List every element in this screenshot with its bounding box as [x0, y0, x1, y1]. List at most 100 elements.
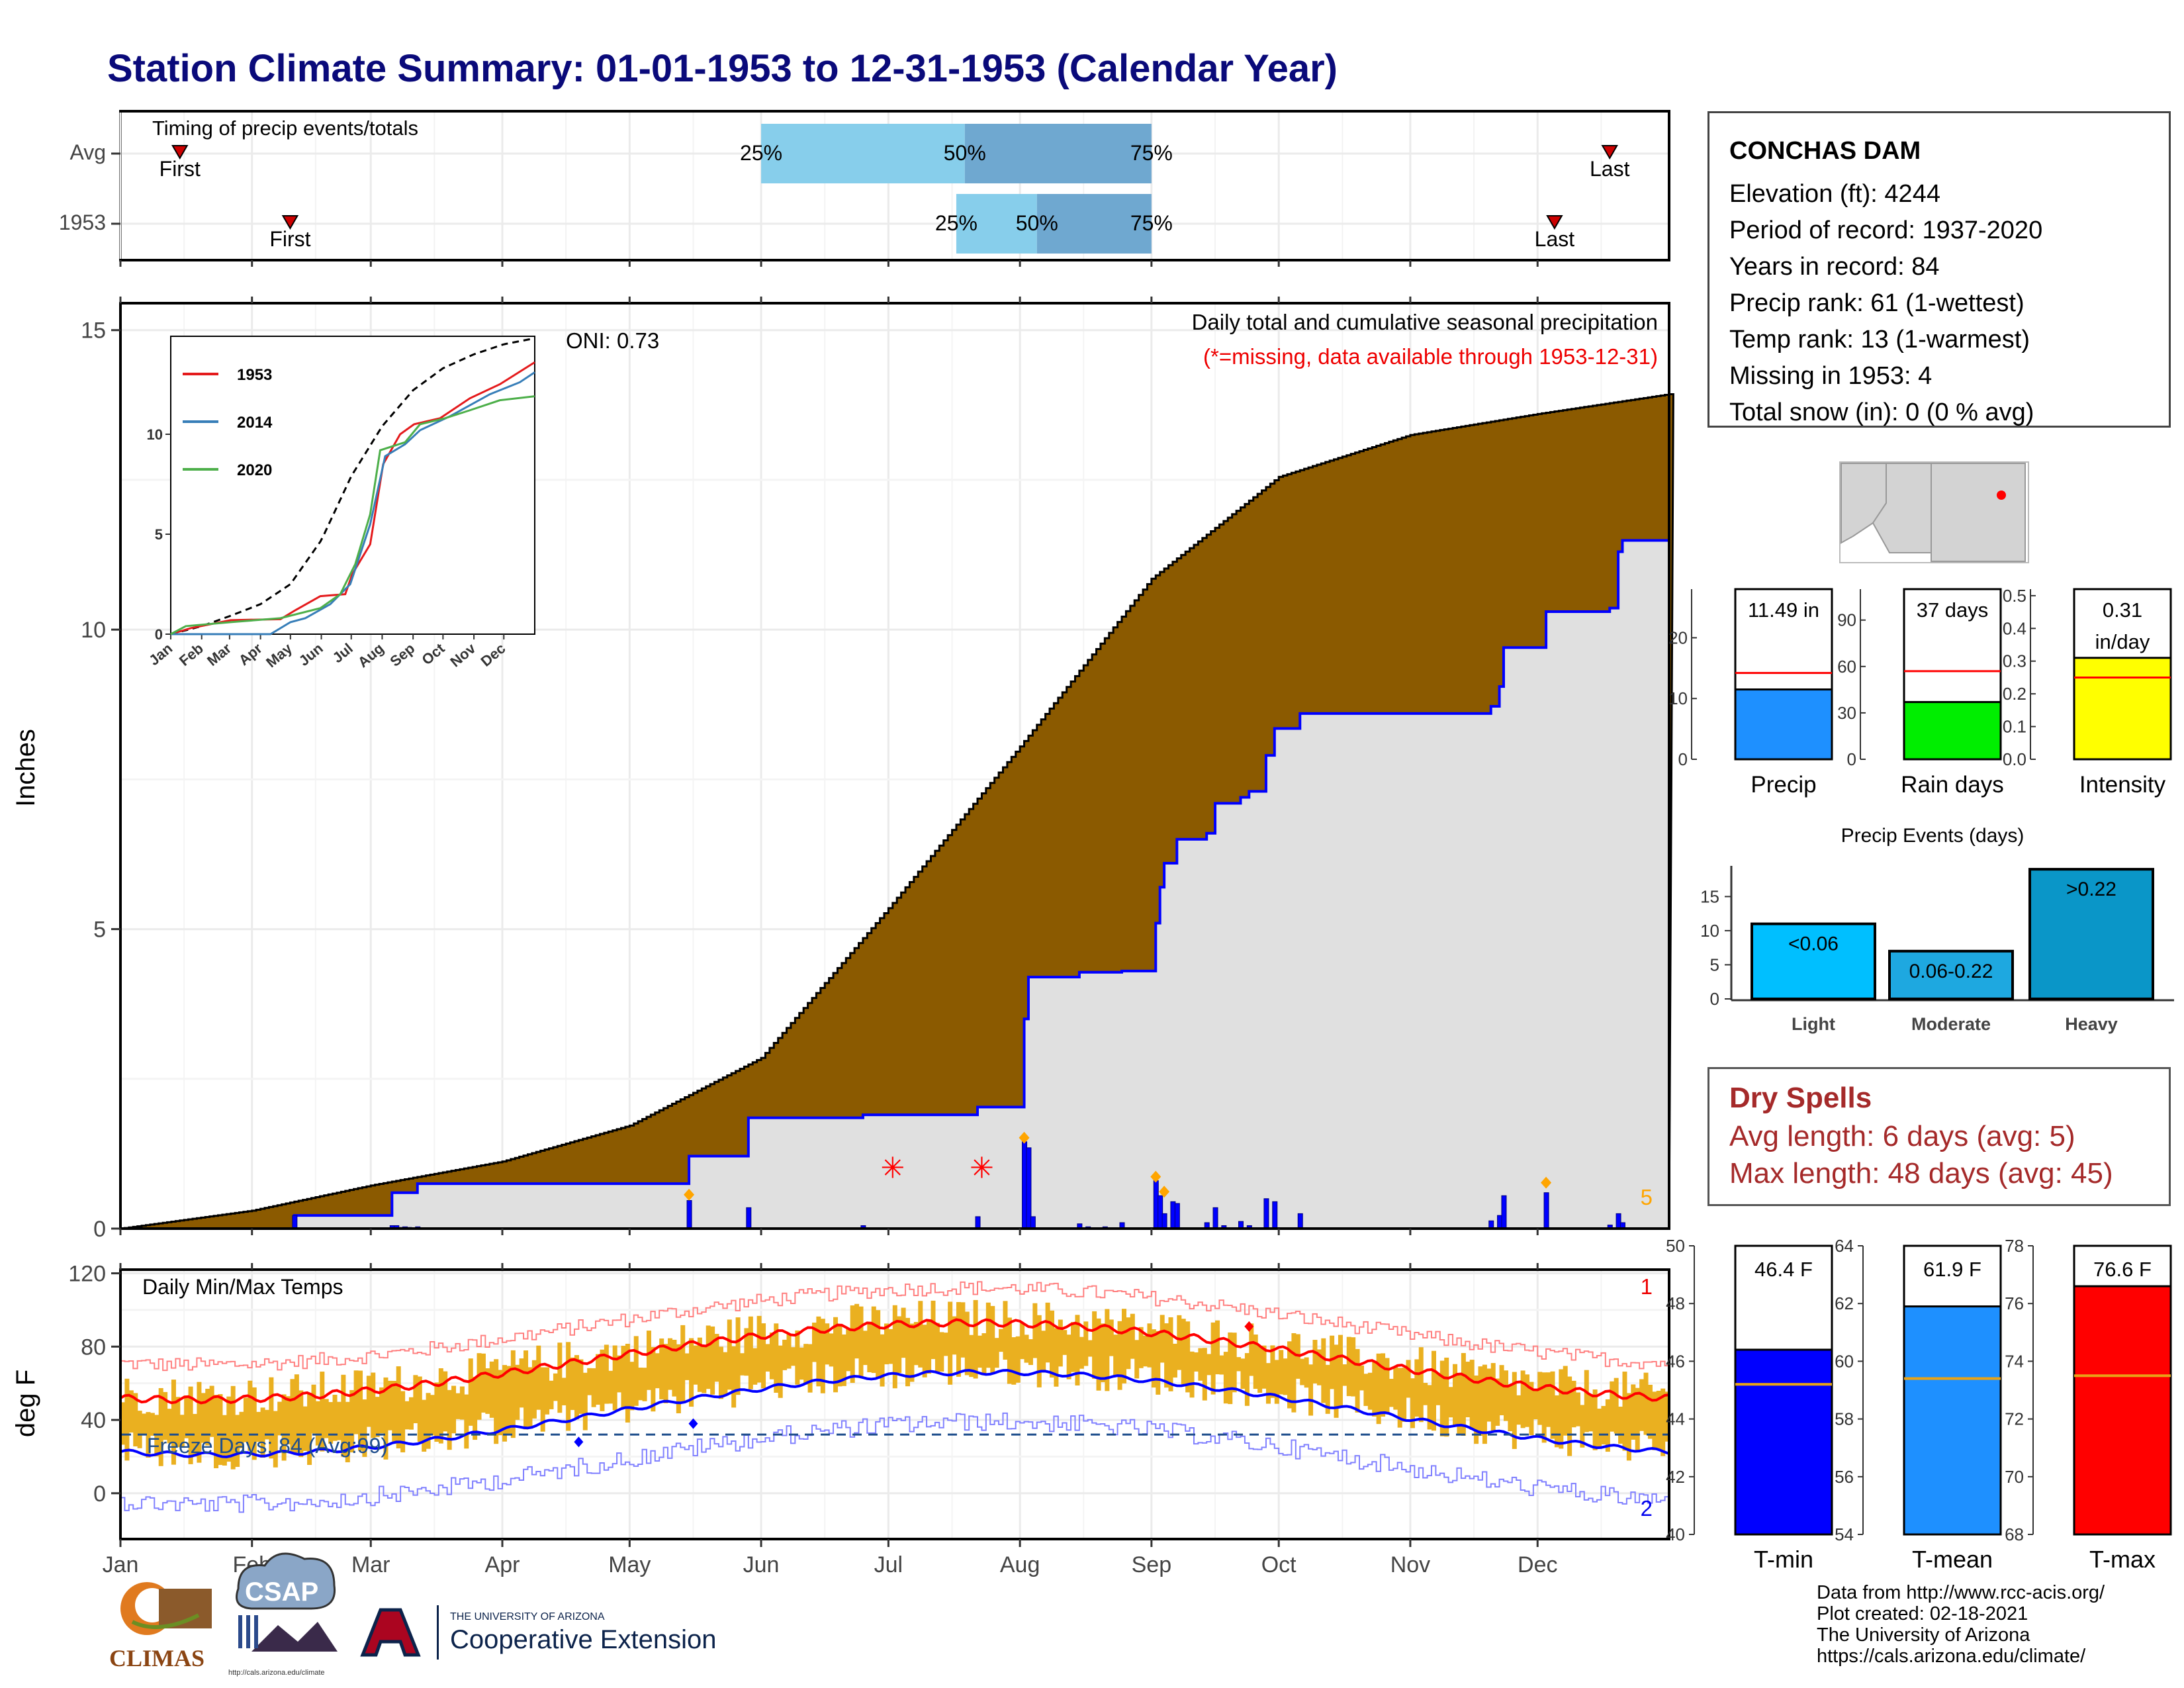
daily-temp-range-bar [383, 1377, 388, 1460]
daily-temp-range-bar [718, 1346, 723, 1399]
inset-series-line [170, 395, 535, 635]
daily-temp-range-bar [1503, 1370, 1508, 1421]
daily-temp-range-bar [336, 1401, 341, 1440]
inset-series-line [171, 371, 535, 635]
daily-temp-range-bar [731, 1346, 737, 1408]
daily-temp-range-bar [1054, 1328, 1059, 1387]
daily-temp-range-bar [443, 1371, 448, 1432]
daily-temp-range-bar [1525, 1374, 1530, 1427]
timing-bar-50-75 [964, 124, 1152, 183]
daily-temp-range-bar [948, 1301, 953, 1385]
daily-temp-range-bar [1423, 1383, 1428, 1405]
daily-temp-range-bar [684, 1353, 690, 1380]
daily-temp-range-bar [952, 1316, 957, 1355]
small-chart-value-label: 11.49 in [1748, 598, 1819, 622]
daily-temp-range-bar [1410, 1378, 1415, 1429]
daily-temp-range-bar [1177, 1315, 1182, 1370]
daily-temp-range-bar [672, 1339, 677, 1397]
daily-temp-range-bar [150, 1413, 155, 1436]
month-label: Nov [1390, 1552, 1430, 1577]
daily-temp-range-bar [1397, 1368, 1402, 1428]
daily-temp-range-bar [1567, 1376, 1572, 1456]
daily-temp-range-bar [1045, 1302, 1050, 1363]
temp-bar-ytick: 50 [1666, 1236, 1685, 1256]
daily-precip-bar [975, 1216, 981, 1229]
daily-temp-range-bar [820, 1319, 825, 1393]
daily-temp-range-bar [1050, 1310, 1055, 1378]
temp-ytick-label: 80 [81, 1335, 106, 1360]
daily-temp-range-bar [1232, 1333, 1237, 1393]
daily-temp-range-bar [1393, 1366, 1398, 1410]
daily-temp-range-bar [1614, 1378, 1619, 1434]
daily-temp-range-bar [1486, 1368, 1492, 1422]
daily-temp-range-bar [480, 1353, 486, 1413]
daily-temp-range-bar [1351, 1337, 1356, 1397]
daily-temp-range-bar [1461, 1352, 1466, 1436]
timing-event-marker [1601, 145, 1618, 160]
daily-temp-range-bar [1499, 1365, 1504, 1415]
month-label: Aug [1000, 1552, 1040, 1577]
daily-temp-range-bar [981, 1333, 987, 1376]
climas-text: CLIMAS [109, 1645, 205, 1671]
daily-temp-range-bar [693, 1345, 698, 1385]
daily-temp-range-bar [964, 1311, 970, 1376]
events-category-label: Heavy [2065, 1014, 2118, 1034]
temp-title: Daily Min/Max Temps [142, 1275, 343, 1299]
station-missing: Missing in 1953: 4 [1729, 362, 1933, 390]
timing-event-marker [1546, 215, 1563, 230]
daily-temp-range-bar [740, 1353, 745, 1376]
location-map [1839, 461, 2029, 563]
daily-temp-range-bar [934, 1323, 940, 1372]
daily-temp-range-bar [1559, 1369, 1564, 1449]
daily-temp-range-bar [927, 1320, 932, 1374]
month-label: Jan [103, 1552, 139, 1577]
inset-legend-label: 1953 [237, 366, 272, 384]
daily-precip-bar [1297, 1213, 1303, 1229]
daily-temp-range-bar [1198, 1348, 1203, 1381]
daily-temp-range-bar [1308, 1364, 1314, 1416]
small-chart-ytick: 0.5 [2003, 586, 2026, 606]
daily-temp-range-bar [201, 1393, 206, 1443]
daily-temp-range-bar [371, 1372, 376, 1438]
daily-temp-range-bar [392, 1381, 397, 1444]
daily-temp-range-bar [1215, 1320, 1220, 1375]
temp-bar-ytick: 70 [2005, 1467, 2024, 1487]
record-max-line [120, 1281, 1669, 1372]
daily-temp-range-bar [1193, 1352, 1199, 1372]
month-label: Mar [351, 1552, 390, 1577]
daily-temp-range-bar [1160, 1315, 1165, 1363]
daily-temp-range-bar [1300, 1358, 1305, 1385]
daily-temp-range-bar [922, 1325, 927, 1378]
events-bar [1751, 922, 1876, 1000]
daily-temp-range-bar [1601, 1405, 1606, 1445]
daily-temp-range-bar [985, 1302, 991, 1368]
credits: Data from http://www.rcc-acis.org/ Plot … [1817, 1582, 2105, 1667]
daily-temp-range-bar [1367, 1372, 1373, 1410]
oni-label: ONI: 0.73 [566, 328, 659, 353]
daily-temp-range-bar [1516, 1395, 1522, 1425]
daily-temp-range-bar [1325, 1364, 1330, 1414]
precip-corner-label: 5 [1641, 1185, 1653, 1209]
daily-temp-range-bar [506, 1366, 512, 1434]
events-title: Precip Events (days) [1841, 825, 2025, 847]
daily-temp-range-bar [1083, 1321, 1089, 1366]
daily-temp-range-bar [816, 1316, 821, 1387]
daily-temp-range-bar [1126, 1317, 1131, 1370]
daily-temp-range-bar [146, 1412, 151, 1458]
daily-temp-range-bar [1533, 1389, 1538, 1420]
daily-temp-range-bar [192, 1413, 197, 1457]
daily-temp-range-bar [1164, 1323, 1169, 1388]
daily-temp-range-bar [705, 1325, 711, 1389]
daily-temp-range-bar [1605, 1399, 1610, 1452]
daily-temp-range-bar [1283, 1358, 1288, 1395]
dry-spells-box: Dry Spells Avg length: 6 days (avg: 5) M… [1707, 1067, 2171, 1206]
daily-temp-range-bar [651, 1346, 656, 1412]
temp-bar-label: T-mean [1912, 1546, 1993, 1573]
station-years: Years in record: 84 [1729, 253, 1940, 281]
daily-temp-range-bar [1588, 1394, 1594, 1432]
precip-frame [119, 302, 1670, 1230]
daily-temp-range-bar [1427, 1385, 1432, 1430]
daily-temp-range-bar [1381, 1353, 1386, 1417]
daily-temp-range-bar [302, 1406, 308, 1451]
dry-spells-avg: Avg length: 6 days (avg: 5) [1729, 1120, 2075, 1152]
